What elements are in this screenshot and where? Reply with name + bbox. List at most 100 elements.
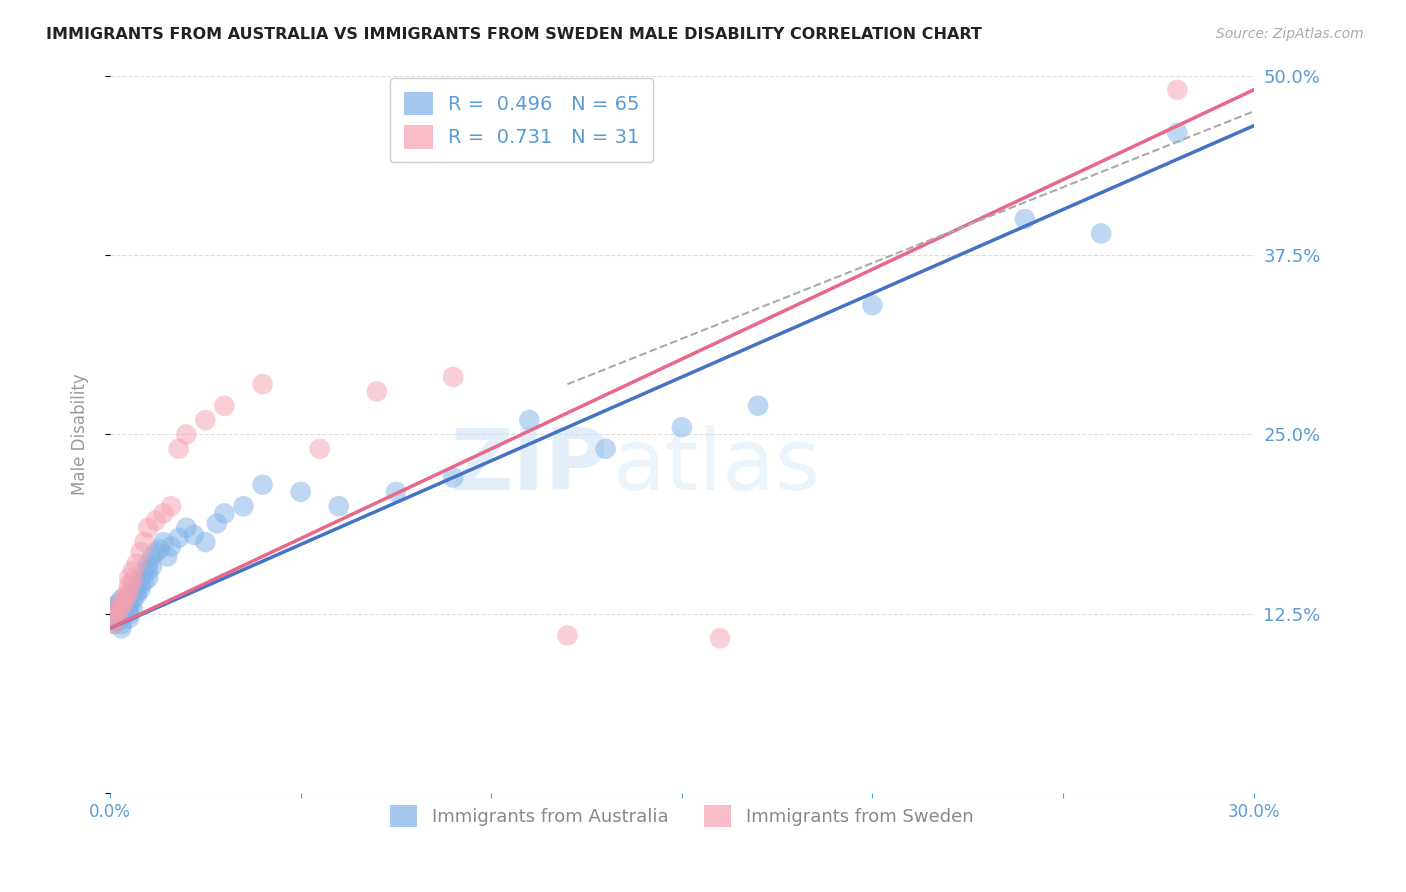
Point bbox=[136, 571, 159, 585]
Point bbox=[145, 514, 167, 528]
Point bbox=[156, 549, 179, 564]
Point bbox=[110, 592, 132, 607]
Point bbox=[103, 616, 125, 631]
Point bbox=[114, 592, 136, 607]
Point bbox=[107, 597, 129, 611]
Point bbox=[110, 621, 132, 635]
Point bbox=[103, 611, 125, 625]
Point bbox=[862, 298, 884, 312]
Point bbox=[129, 574, 152, 588]
Point bbox=[122, 585, 145, 599]
Point bbox=[107, 602, 129, 616]
Text: Source: ZipAtlas.com: Source: ZipAtlas.com bbox=[1216, 27, 1364, 41]
Point bbox=[110, 607, 132, 621]
Point bbox=[141, 549, 163, 564]
Point bbox=[118, 597, 141, 611]
Point bbox=[205, 516, 228, 531]
Point bbox=[136, 557, 159, 571]
Y-axis label: Male Disability: Male Disability bbox=[72, 374, 89, 495]
Point bbox=[110, 599, 132, 614]
Point bbox=[385, 484, 408, 499]
Point bbox=[103, 611, 125, 625]
Point bbox=[129, 578, 152, 592]
Point bbox=[671, 420, 693, 434]
Point bbox=[145, 545, 167, 559]
Point bbox=[290, 484, 312, 499]
Point bbox=[103, 607, 125, 621]
Point bbox=[167, 531, 190, 545]
Point bbox=[125, 578, 148, 592]
Point bbox=[252, 477, 274, 491]
Point bbox=[118, 578, 141, 592]
Point bbox=[232, 500, 254, 514]
Point bbox=[167, 442, 190, 456]
Point bbox=[366, 384, 388, 399]
Point bbox=[122, 592, 145, 607]
Text: atlas: atlas bbox=[613, 425, 821, 508]
Point bbox=[118, 571, 141, 585]
Point bbox=[328, 500, 350, 514]
Point bbox=[134, 535, 156, 549]
Point bbox=[1166, 83, 1188, 97]
Point bbox=[114, 588, 136, 602]
Point bbox=[160, 540, 183, 554]
Point bbox=[122, 564, 145, 578]
Point bbox=[118, 602, 141, 616]
Point bbox=[557, 628, 579, 642]
Point bbox=[152, 507, 174, 521]
Point bbox=[176, 427, 198, 442]
Point bbox=[136, 564, 159, 578]
Point bbox=[160, 500, 183, 514]
Point bbox=[141, 559, 163, 574]
Point bbox=[214, 507, 236, 521]
Point bbox=[103, 599, 125, 614]
Point bbox=[183, 528, 205, 542]
Point bbox=[134, 564, 156, 578]
Point bbox=[114, 599, 136, 614]
Point bbox=[1014, 212, 1036, 227]
Point bbox=[125, 585, 148, 599]
Point bbox=[595, 442, 617, 456]
Point bbox=[122, 602, 145, 616]
Point bbox=[214, 399, 236, 413]
Point bbox=[125, 588, 148, 602]
Point bbox=[114, 602, 136, 616]
Point bbox=[441, 370, 464, 384]
Point bbox=[747, 399, 769, 413]
Point bbox=[1090, 227, 1112, 241]
Point bbox=[110, 597, 132, 611]
Point bbox=[519, 413, 541, 427]
Point bbox=[110, 616, 132, 631]
Point bbox=[308, 442, 330, 456]
Point bbox=[176, 521, 198, 535]
Point bbox=[114, 607, 136, 621]
Point bbox=[114, 592, 136, 607]
Text: IMMIGRANTS FROM AUSTRALIA VS IMMIGRANTS FROM SWEDEN MALE DISABILITY CORRELATION : IMMIGRANTS FROM AUSTRALIA VS IMMIGRANTS … bbox=[46, 27, 983, 42]
Point bbox=[134, 574, 156, 588]
Point bbox=[122, 574, 145, 588]
Point bbox=[118, 607, 141, 621]
Point bbox=[149, 542, 172, 557]
Point bbox=[129, 582, 152, 597]
Point bbox=[129, 545, 152, 559]
Point bbox=[709, 632, 731, 646]
Point bbox=[103, 616, 125, 631]
Point bbox=[107, 607, 129, 621]
Legend: Immigrants from Australia, Immigrants from Sweden: Immigrants from Australia, Immigrants fr… bbox=[382, 798, 981, 835]
Point bbox=[110, 611, 132, 625]
Point bbox=[441, 470, 464, 484]
Text: ZIP: ZIP bbox=[450, 425, 607, 508]
Point bbox=[118, 585, 141, 599]
Point bbox=[107, 614, 129, 628]
Point bbox=[194, 535, 217, 549]
Point bbox=[252, 377, 274, 392]
Point bbox=[125, 557, 148, 571]
Point bbox=[110, 599, 132, 614]
Point bbox=[194, 413, 217, 427]
Point bbox=[118, 599, 141, 614]
Point bbox=[118, 611, 141, 625]
Point bbox=[107, 602, 129, 616]
Point bbox=[103, 602, 125, 616]
Point bbox=[1166, 126, 1188, 140]
Point bbox=[107, 607, 129, 621]
